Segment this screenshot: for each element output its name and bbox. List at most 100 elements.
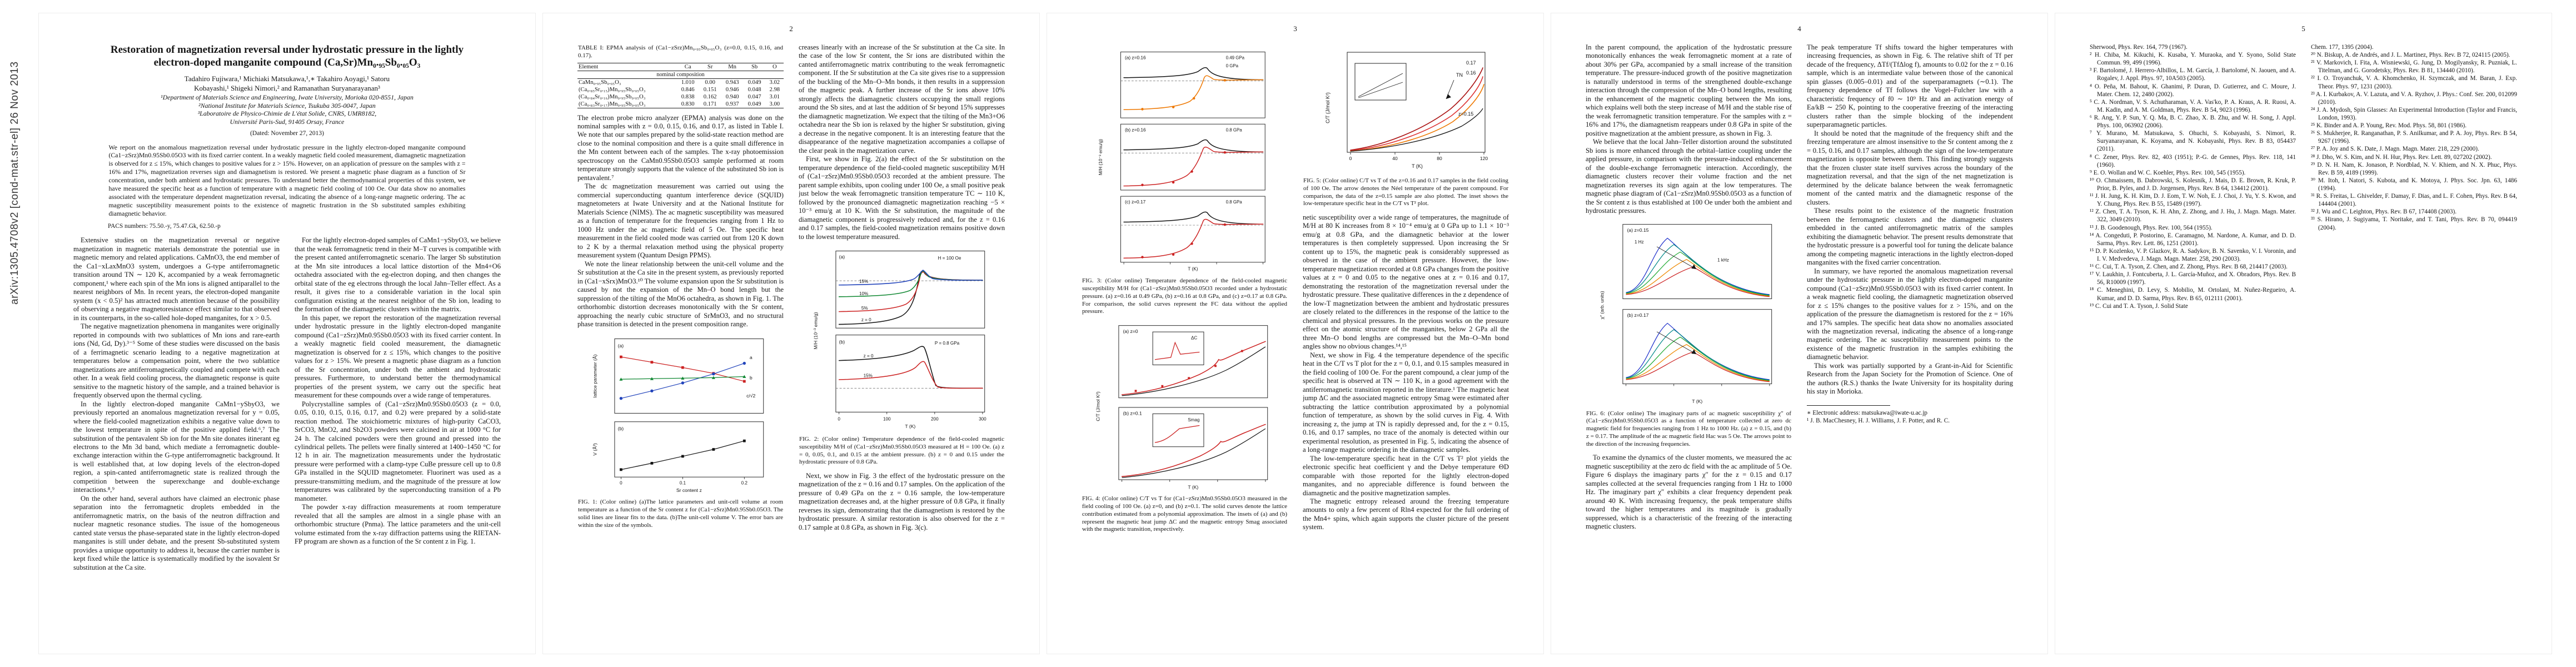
series-label: 1 Hz: [1634, 240, 1643, 245]
figure-4: (a) z=0 ΔC (b) z=0.1 Smag T (K) C/T (J/m…: [1082, 321, 1288, 493]
figure-3-caption: FIG. 3: (Color online) Temperature depen…: [1082, 277, 1287, 315]
page-number: 3: [1293, 24, 1297, 33]
panel-label: (b) z=0.16: [1124, 127, 1145, 132]
paragraph: In the parent compound, the application …: [1586, 43, 1792, 137]
paragraph: The peak temperature Tf shifts toward th…: [1807, 43, 2013, 129]
epma-table: Element Ca Sr Mn Sb O nominal composition C…: [577, 62, 784, 108]
panel-label: (a): [839, 254, 845, 260]
figure-1-caption: FIG. 1: (Color online) (a)The lattice pa…: [578, 499, 783, 529]
table-caption: TABLE I: EPMA analysis of (Ca1−zSrz)Mn₀.…: [578, 44, 783, 59]
reference-item: Chem. 177, 1395 (2004).: [2311, 44, 2374, 51]
column-text: Next, we show in Fig. 3 the effect of th…: [799, 472, 1005, 532]
tick-label: 80: [1437, 156, 1442, 161]
series-label: 0.16: [1466, 70, 1476, 76]
paragraph: The negative magnetization phenomena in …: [73, 322, 280, 400]
annotation: H = 100 Oe: [938, 256, 961, 261]
y-axis-label: χ″ (arb. units): [1599, 291, 1605, 319]
paragraph: Next, we show in Fig. 3 the effect of th…: [799, 472, 1005, 531]
reference-item: ²⁴ J. A. Mydosh, Spin Glasses: An Experi…: [2311, 106, 2517, 121]
figure-6: (a) z=0.15 1 Hz 1 kHz (b) z=0.17 T (K) χ…: [1586, 220, 1792, 408]
table-row: (Ca₀.₈₄Sr₀.₁₆)Mn₀.₉₅Sb₀.₀₅O₃ 0.838 0.162 0.…: [579, 93, 780, 100]
affiliation: ²National Institute for Materials Scienc…: [198, 101, 376, 109]
figure-1-plot: (a) (b) a b c/√2 0 0.1 0.2 Sr content z …: [592, 338, 764, 493]
series-label: 5%: [861, 306, 868, 311]
figure-6-caption: FIG. 6: (Color online) The imaginary par…: [1586, 410, 1791, 447]
paragraph: Next, we show in Fig. 4 the temperature …: [1303, 351, 1509, 454]
annotation: 0.49 GPa: [1225, 55, 1244, 60]
y-axis-label: M/H (10⁻³ emu/g): [813, 312, 818, 349]
arxiv-stamp: arXiv:1305.4708v2 [cond-mat.str-el] 26 N…: [9, 61, 21, 305]
paragraph: First, we show in Fig. 2(a) the effect o…: [799, 155, 1005, 241]
tick-label: 300: [979, 417, 986, 422]
reference-item: ²¹ V. Markovich, I. Fita, A. Wisniewski,…: [2311, 59, 2517, 74]
series-label: 1 kHz: [1717, 257, 1729, 262]
annotation: TN: [1456, 72, 1463, 78]
series-label: 15%: [859, 279, 868, 284]
paper-title: Restoration of magnetization reversal un…: [110, 44, 464, 69]
column-text: The peak temperature Tf shifts toward th…: [1807, 43, 2013, 396]
reference-item: ⁵ C. A. Nordman, V. S. Achutharaman, V. …: [2090, 98, 2296, 113]
reference-item: ¹⁹ C. Cui and T. A. Tyson, J. Solid Stat…: [2090, 302, 2188, 310]
page-number: 5: [2301, 24, 2305, 33]
references-column-left: Sherwood, Phys. Rev. 164, 779 (1967). ² H…: [2090, 43, 2296, 624]
abstract: We report on the anomalous magnetization…: [108, 143, 466, 217]
tick-label: 0: [620, 480, 622, 485]
y-axis-label: V (Å³): [592, 443, 597, 456]
paragraph: This work was partially supported by a G…: [1807, 361, 2013, 396]
reference-item: ¹² Z. Chen, T. A. Tyson, K. H. Ahn, Z. Z…: [2090, 208, 2296, 223]
reference-item: ²² I. O. Troyanchuk, V. A. Khomchenko, H…: [2311, 75, 2517, 90]
figure-1: (a) (b) a b c/√2 0 0.1 0.2 Sr content z …: [577, 334, 784, 497]
tick-label: 100: [883, 417, 890, 422]
figure-2: (a) H = 100 Oe z = 0 5% 10% 15% (b) P = …: [799, 246, 1005, 434]
reference-item: ¹ J. B. MacChesney, H. J. Williams, J. F…: [1807, 417, 1950, 424]
paragraph: On the other hand, several authors have …: [73, 494, 280, 571]
reference-item: ⁶ R. Ang, Y. P. Sun, Y. Q. Ma, B. C. Zha…: [2090, 114, 2296, 130]
panel-label: (b) z=0.1: [1123, 410, 1142, 416]
column-text: The electron probe micro analyzer (EPMA)…: [577, 114, 784, 329]
reference-item: ¹⁸ C. Meneghini, D. Levy, S. Mobilio, M.…: [2090, 287, 2296, 302]
reference-item: ²³ A. I. Kurbakov, A. V. Lazuta, and V. …: [2311, 91, 2517, 106]
affiliation: Université Paris-Sud, 91405 Orsay, Franc…: [230, 118, 345, 126]
column-text: For the lightly electron-doped samples o…: [295, 236, 501, 625]
affiliation: ³Laboratoire de Physico-Chimie de L'état…: [197, 109, 377, 118]
annotation: 0.8 GPa: [1225, 127, 1242, 132]
author-list: Tadahiro Fujiwara,¹ Michiaki Matsukawa,¹…: [184, 74, 390, 93]
paragraph: In the lightly electron-doped manganite …: [73, 400, 280, 494]
column-right: The peak temperature Tf shifts toward th…: [1807, 43, 2013, 624]
column-left: (a) z=0.16 0.49 GPa 0 GPa (b) z=0.16 0.8…: [1082, 43, 1288, 624]
series-label: 10%: [859, 291, 868, 296]
column-text: netic susceptibility over a wide range o…: [1303, 213, 1509, 532]
reference-item: ¹³ J. B. Goodenough, Phys. Rev. 100, 564…: [2090, 224, 2213, 231]
figure-2-plot: (a) H = 100 Oe z = 0 5% 10% 15% (b) P = …: [813, 251, 986, 429]
reference-item: ³² J. Wu and C. Leighton, Phys. Rev. B 6…: [2311, 208, 2457, 216]
paragraph: Polycrystalline samples of (Ca1−zSrz)Mn0…: [295, 400, 501, 502]
page-1: Restoration of magnetization reversal un…: [39, 13, 535, 654]
series-label: 15%: [863, 373, 872, 378]
figure-2-caption: FIG. 2: (Color online) Temperature depen…: [799, 436, 1004, 466]
reference-item: ³ F. Bartolomé, J. Herrero-Albillos, L. …: [2090, 67, 2296, 82]
paragraph: netic susceptibility over a wide range o…: [1303, 213, 1509, 351]
paragraph: The low-temperature specific heat in the…: [1303, 454, 1509, 497]
paragraph: For the lightly electron-doped samples o…: [295, 236, 501, 313]
paragraph: These results point to the existence of …: [1807, 207, 2013, 267]
panel-label: (b): [617, 426, 624, 431]
tick-label: 0: [838, 417, 840, 422]
paragraph: The powder x-ray diffraction measurement…: [295, 503, 501, 546]
reference-item: ²⁸ J. Dho, W. S. Kim, and N. H. Hur, Phy…: [2311, 153, 2492, 161]
paragraph: In this paper, we report the restoration…: [295, 313, 501, 400]
reference-item: ¹⁴ A. Congeduti, P. Postorino, E. Carama…: [2090, 232, 2296, 247]
page-2: 2 TABLE I: EPMA analysis of (Ca1−zSrz)Mn…: [543, 13, 1039, 654]
reference-item: ²⁵ K. Binder and A. P. Young, Rev. Mod. …: [2311, 122, 2467, 130]
paragraph: To examine the dynamics of the cluster m…: [1586, 454, 1792, 531]
reference-item: Sherwood, Phys. Rev. 164, 779 (1967).: [2090, 44, 2188, 51]
series-label: 0.17: [1466, 60, 1476, 66]
column-left: In the parent compound, the application …: [1586, 43, 1792, 624]
references-column-right: Chem. 177, 1395 (2004). ²⁰ N. Biskup, A. …: [2311, 43, 2517, 624]
reference-item: ¹⁵ D. P. Kozlenko, V. P. Glazkov, R. A. …: [2090, 247, 2296, 262]
reference-item: ²⁷ P. A. Joy and S. K. Date, J. Magn. Ma…: [2311, 146, 2479, 153]
x-axis-label: T (K): [1188, 266, 1198, 272]
paragraph: We believe that the local Jahn–Teller di…: [1586, 138, 1792, 215]
reference-item: ³³ S. Hirano, J. Sugiyama, T. Noritake, …: [2311, 216, 2517, 231]
column-text: In the parent compound, the application …: [1586, 43, 1792, 216]
